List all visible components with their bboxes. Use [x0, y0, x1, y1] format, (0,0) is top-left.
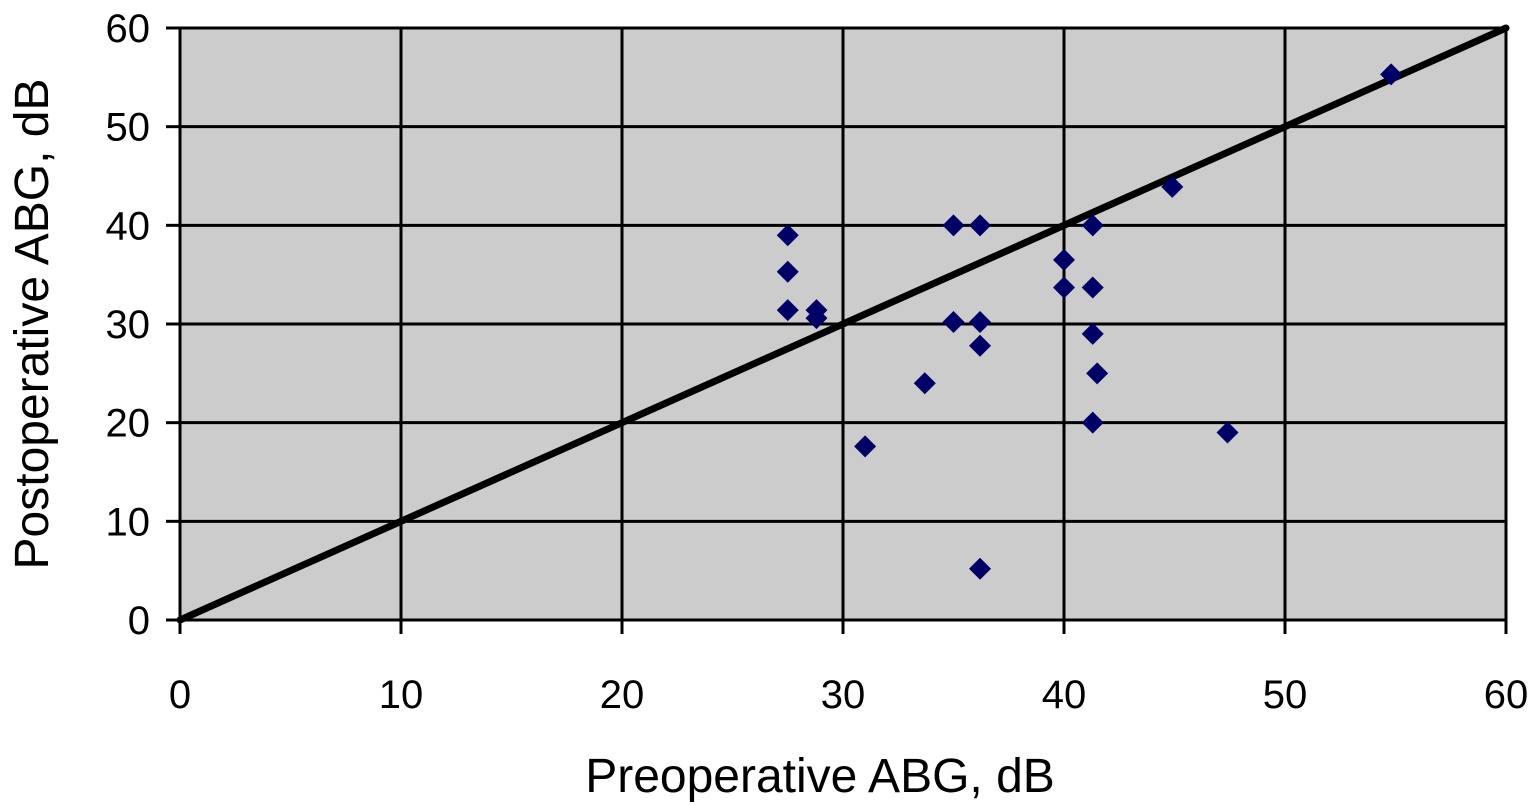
data-points: [776, 63, 1403, 580]
data-point: [1216, 421, 1239, 444]
x-axis-title: Preoperative ABG, dB: [585, 750, 1055, 803]
y-axis-title: Postoperative ABG, dB: [6, 79, 59, 570]
data-point: [1086, 362, 1109, 385]
data-point: [942, 311, 965, 334]
y-tick-label: 40: [106, 204, 151, 248]
data-point: [1380, 63, 1403, 86]
x-tick-label: 50: [1263, 673, 1308, 717]
y-tick-label: 30: [106, 303, 151, 347]
x-tick-label: 60: [1484, 673, 1529, 717]
data-point: [776, 260, 799, 283]
y-tick-label: 60: [106, 7, 151, 51]
reference-line: [176, 24, 1510, 624]
data-point: [913, 372, 936, 395]
data-point: [1081, 411, 1104, 434]
data-point: [969, 214, 992, 237]
y-tick-label: 10: [106, 500, 151, 544]
data-point: [1081, 322, 1104, 345]
data-point: [969, 311, 992, 334]
data-point: [969, 334, 992, 357]
data-point: [1081, 214, 1104, 237]
data-point: [1081, 276, 1104, 299]
data-point: [1053, 276, 1075, 299]
x-tick-label: 20: [600, 673, 645, 717]
y-tick-label: 50: [106, 106, 151, 150]
data-point: [942, 214, 965, 237]
y-tick-label: 20: [106, 402, 151, 446]
x-tick-label: 10: [379, 673, 424, 717]
data-point: [776, 224, 799, 247]
x-tick-label: 40: [1042, 673, 1087, 717]
data-point: [776, 299, 799, 322]
x-tick-label: 30: [821, 673, 866, 717]
data-point: [969, 557, 992, 580]
y-axis-ticks: 0 10 20 30 40 50 60: [106, 7, 180, 643]
y-tick-label: 0: [128, 599, 150, 643]
reference-line-group: [176, 24, 1510, 624]
data-point: [854, 435, 877, 458]
data-point: [1053, 248, 1075, 271]
data-point: [1161, 175, 1184, 198]
x-axis-ticks: 0 10 20 30 40 50 60: [169, 620, 1528, 717]
x-tick-label: 0: [169, 673, 191, 717]
data-point: [805, 307, 828, 330]
